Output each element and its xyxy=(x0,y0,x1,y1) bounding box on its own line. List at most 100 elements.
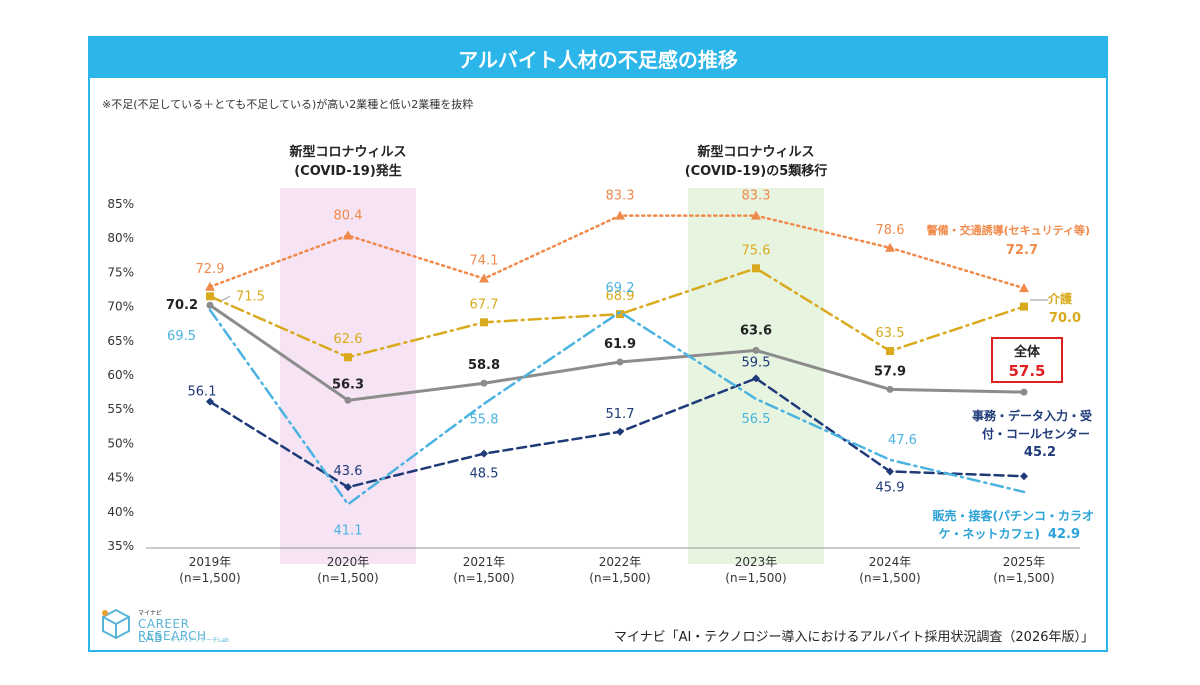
series-end-value: 45.2 xyxy=(1024,445,1056,460)
data-point xyxy=(206,301,214,309)
series-end-value: 70.0 xyxy=(1049,311,1081,326)
x-tick-sublabel: (n=1,500) xyxy=(859,571,920,585)
x-tick-sublabel: (n=1,500) xyxy=(589,571,650,585)
series-end-value: 57.5 xyxy=(1008,362,1045,380)
source-citation: マイナビ「AI・テクノロジー導入におけるアルバイト採用状況調査（2026年版）」 xyxy=(613,630,1094,645)
data-point xyxy=(616,427,624,436)
data-point xyxy=(479,273,489,283)
data-label: 83.3 xyxy=(606,189,635,204)
career-research-lab-logo: マイナビ CAREER RESEARCH LAB キャリアリサーチLab xyxy=(98,606,258,646)
data-point xyxy=(752,346,760,354)
data-label: 45.9 xyxy=(876,480,905,495)
data-point xyxy=(885,242,895,252)
data-point xyxy=(344,483,352,492)
overall-highlight-box xyxy=(991,337,1063,383)
logo-lab-text: LAB xyxy=(138,631,163,645)
cube-logo-icon xyxy=(102,608,130,640)
annotation-label: 新型コロナウィルス xyxy=(697,144,814,160)
logo-top-text: マイナビ xyxy=(138,610,162,617)
series-line xyxy=(208,308,1026,507)
x-tick-sublabel: (n=1,500) xyxy=(317,571,378,585)
leader-line xyxy=(221,295,231,301)
series-label: 警備・交通誘導(セキュリティ等) xyxy=(926,223,1090,237)
data-point xyxy=(480,449,488,458)
data-point xyxy=(751,210,761,220)
data-point xyxy=(886,467,894,476)
data-label: 80.4 xyxy=(334,208,363,223)
data-label: 59.5 xyxy=(742,355,771,370)
data-label: 68.9 xyxy=(606,289,635,304)
data-label: 48.5 xyxy=(470,467,499,482)
series-label: 事務・データ入力・受 xyxy=(972,408,1092,423)
data-point xyxy=(480,379,488,387)
chart-note: ※不足(不足している＋とても不足している)が高い2業種と低い2業種を抜粋 xyxy=(102,98,474,111)
y-tick-label: 35% xyxy=(107,539,134,553)
data-label: 62.6 xyxy=(334,332,363,347)
chart-frame: アルバイト人材の不足感の推移 ※不足(不足している＋とても不足している)が高い2… xyxy=(88,36,1108,652)
data-point xyxy=(616,358,624,366)
data-label: 70.2 xyxy=(166,298,198,313)
data-point xyxy=(343,230,353,240)
x-tick-label: 2021年 xyxy=(463,555,506,569)
data-label: 51.7 xyxy=(606,407,635,422)
series-label: 付・コールセンター xyxy=(982,426,1090,441)
chart-title: アルバイト人材の不足感の推移 xyxy=(90,38,1106,78)
series-end-value: 72.7 xyxy=(1006,243,1038,258)
data-point xyxy=(886,347,894,356)
logo-main-text: CAREER RESEARCH xyxy=(138,617,207,643)
x-tick-sublabel: (n=1,500) xyxy=(179,571,240,585)
data-point xyxy=(1020,302,1028,311)
data-point xyxy=(615,210,625,220)
data-point xyxy=(206,292,214,301)
data-label: 63.6 xyxy=(740,323,772,338)
x-tick-label: 2020年 xyxy=(327,555,370,569)
y-tick-label: 70% xyxy=(107,300,134,314)
x-tick-label: 2024年 xyxy=(869,555,912,569)
series-label: 全体 xyxy=(1013,344,1041,360)
data-label: 71.5 xyxy=(236,289,265,304)
y-tick-label: 75% xyxy=(107,265,134,279)
annotation-band xyxy=(280,188,416,564)
data-label: 63.5 xyxy=(876,326,905,341)
y-tick-label: 45% xyxy=(107,471,134,485)
data-label: 83.3 xyxy=(742,189,771,204)
data-label: 69.5 xyxy=(167,329,196,344)
series-label: 販売・接客(パチンコ・カラオ xyxy=(933,508,1095,523)
data-label: 43.6 xyxy=(334,464,363,479)
y-tick-label: 55% xyxy=(107,402,134,416)
x-tick-sublabel: (n=1,500) xyxy=(453,571,514,585)
x-tick-label: 2019年 xyxy=(189,555,232,569)
data-point xyxy=(752,374,760,383)
data-point xyxy=(206,397,214,406)
y-tick-label: 60% xyxy=(107,368,134,382)
data-label: 75.6 xyxy=(742,243,771,258)
data-label: 74.1 xyxy=(470,254,499,269)
series-label: 介護 xyxy=(1047,291,1073,306)
y-tick-label: 80% xyxy=(107,231,134,245)
data-point xyxy=(1020,388,1028,396)
data-label: 41.1 xyxy=(334,523,363,538)
y-tick-label: 40% xyxy=(107,505,134,519)
data-label: 56.1 xyxy=(188,385,217,400)
x-tick-label: 2025年 xyxy=(1003,555,1046,569)
data-point xyxy=(344,396,352,404)
y-tick-label: 50% xyxy=(107,436,134,450)
data-label: 56.3 xyxy=(332,377,364,392)
data-label: 69.2 xyxy=(606,281,635,296)
annotation-label: 新型コロナウィルス xyxy=(289,144,406,160)
data-point xyxy=(886,385,894,393)
data-label: 61.9 xyxy=(604,337,636,352)
data-point xyxy=(616,310,624,319)
logo-sub-text: キャリアリサーチLab xyxy=(170,637,229,644)
y-tick-label: 65% xyxy=(107,334,134,348)
data-label: 55.8 xyxy=(470,413,499,428)
data-label: 78.6 xyxy=(876,223,905,238)
series-label: ケ・ネットカフェ) xyxy=(939,527,1041,541)
annotation-label: (COVID-19)発生 xyxy=(294,163,402,179)
line-chart: 新型コロナウィルス(COVID-19)発生新型コロナウィルス(COVID-19)… xyxy=(107,144,1095,585)
data-label: 72.9 xyxy=(196,262,225,277)
data-point xyxy=(480,318,488,327)
data-point xyxy=(205,281,215,291)
x-tick-label: 2023年 xyxy=(735,555,778,569)
data-point xyxy=(1020,472,1028,481)
